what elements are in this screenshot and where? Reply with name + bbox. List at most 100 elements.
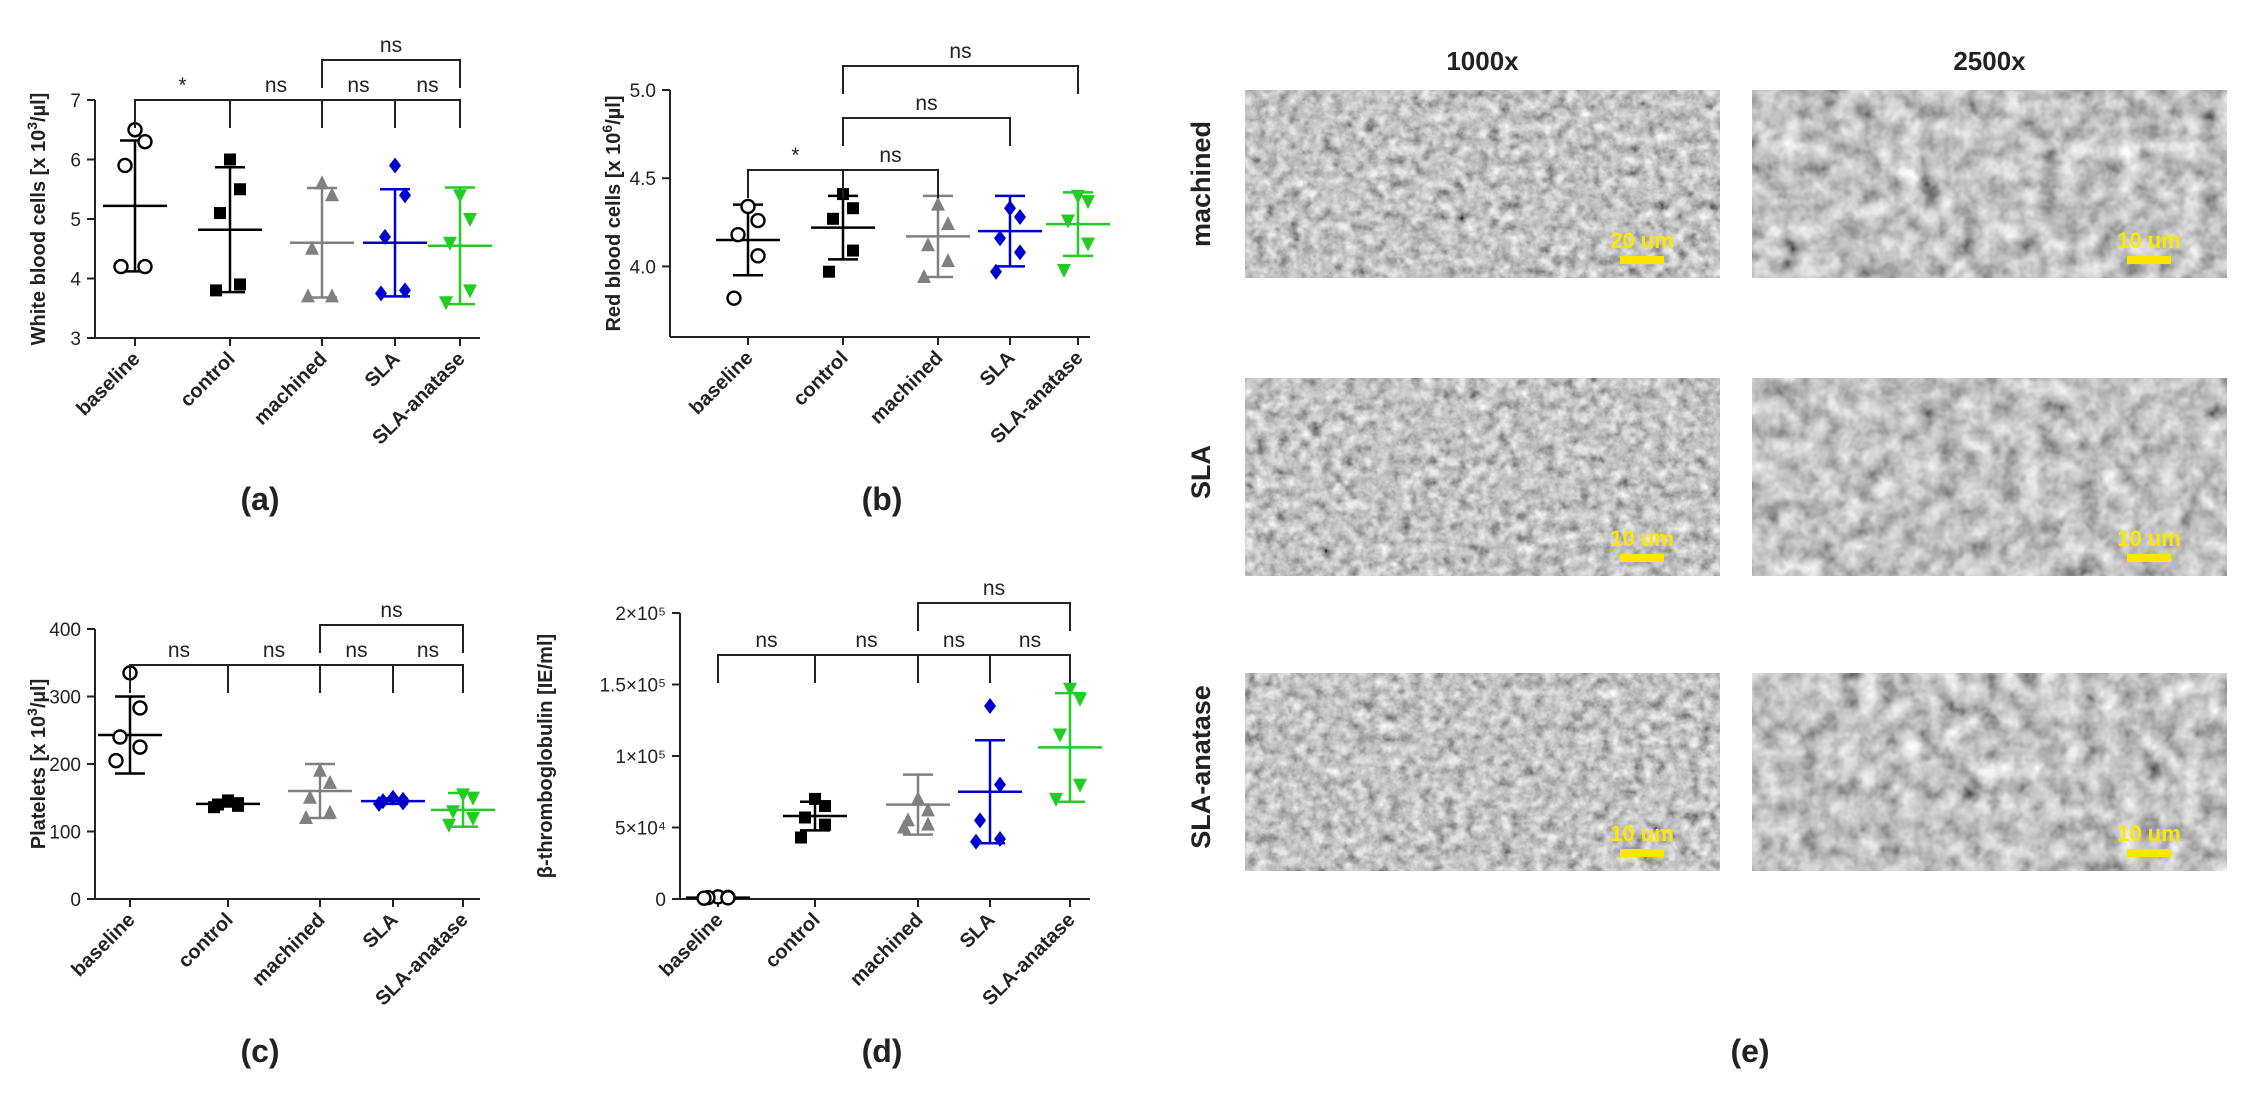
data-point xyxy=(379,228,391,245)
bracket xyxy=(392,664,464,693)
data-point xyxy=(313,762,327,777)
data-point xyxy=(387,789,399,806)
sem-texture xyxy=(1752,673,2227,871)
column-header: 2500x xyxy=(1953,46,2026,76)
data-point xyxy=(921,802,935,817)
sem-texture xyxy=(1245,90,1720,278)
x-tick-label: control xyxy=(176,348,239,411)
scale-bar-label: 20 um xyxy=(1610,228,1674,253)
data-point xyxy=(132,739,148,755)
panel-label: (d) xyxy=(862,1033,903,1069)
data-point xyxy=(222,794,234,807)
x-tick-label: baseline xyxy=(72,348,144,420)
y-tick-label: 100 xyxy=(49,823,81,844)
data-point xyxy=(970,833,982,850)
data-point xyxy=(303,789,317,804)
charts-layer: 3 4 5 6 7 White blood cells [x 103/µl] baselin… xyxy=(24,34,1110,1069)
data-point xyxy=(994,830,1006,847)
y-tick-label: 4.5 xyxy=(630,169,656,190)
data-point xyxy=(397,794,409,811)
data-point xyxy=(1061,214,1075,229)
y-tick-label: 300 xyxy=(49,688,81,709)
data-point xyxy=(466,791,480,806)
series-baseline xyxy=(103,122,167,275)
data-point xyxy=(389,157,401,174)
bracket xyxy=(917,654,991,683)
y-tick-label: 5 xyxy=(70,210,81,231)
data-point xyxy=(974,812,986,829)
y-tick-label: 7 xyxy=(70,91,81,112)
bracket xyxy=(842,117,1011,146)
chart-c: 0 100 200 300 400 Platelets [x 103/µl] baselin… xyxy=(24,599,495,1069)
bracket xyxy=(321,59,461,88)
series-machined xyxy=(906,194,970,284)
data-point xyxy=(210,284,222,297)
data-point xyxy=(375,285,387,302)
scale-bar-label: 10 um xyxy=(2117,821,2181,846)
x-tick-label: machined xyxy=(866,347,948,429)
x-tick-label: control xyxy=(789,347,852,410)
data-point xyxy=(1014,209,1026,226)
sem-image: 10 um xyxy=(1245,673,1720,871)
sem-image: 10 um xyxy=(1752,673,2227,871)
scale-bar-label: 10 um xyxy=(1610,526,1674,551)
series-SLA-anatase xyxy=(428,186,492,311)
x-tick-label: machined xyxy=(846,909,928,991)
significance-label: * xyxy=(178,74,186,97)
significance-label: ns xyxy=(265,74,287,97)
data-point xyxy=(847,202,859,215)
significance-brackets: * ns ns ns xyxy=(747,40,1079,198)
data-point xyxy=(750,212,766,229)
data-point xyxy=(439,296,453,311)
data-point xyxy=(113,258,129,275)
series-control xyxy=(783,792,847,844)
data-point xyxy=(137,258,153,275)
series-baseline xyxy=(98,665,162,775)
data-point xyxy=(1014,244,1026,261)
scale-bar-label: 10 um xyxy=(2117,526,2181,551)
data-point xyxy=(941,253,955,268)
sem-texture xyxy=(1752,378,2227,576)
significance-label: ns xyxy=(879,144,901,167)
data-point xyxy=(795,831,807,844)
scale-bar xyxy=(2127,256,2171,264)
y-tick-label: 3 xyxy=(70,329,81,350)
panel-label: (b) xyxy=(862,481,903,517)
x-tick-label: SLA xyxy=(976,347,1020,391)
data-point xyxy=(984,697,996,714)
significance-label: ns xyxy=(168,639,190,662)
data-point xyxy=(897,819,911,834)
data-point xyxy=(750,248,766,264)
data-point xyxy=(1063,682,1077,697)
data-point xyxy=(466,812,480,826)
data-point xyxy=(234,278,246,291)
bracket xyxy=(319,624,464,653)
sem-texture xyxy=(1245,673,1720,871)
data-point xyxy=(1071,189,1085,204)
significance-label: * xyxy=(791,144,799,167)
significance-label: ns xyxy=(417,639,439,662)
significance-label: ns xyxy=(345,639,367,662)
bracket xyxy=(989,654,1071,683)
sem-image: 20 um xyxy=(1245,90,1720,278)
y-tick-label: 400 xyxy=(49,620,81,641)
bracket xyxy=(842,65,1079,94)
data-point xyxy=(463,213,477,227)
x-tick-label: machined xyxy=(250,348,332,430)
data-point xyxy=(994,230,1006,247)
scale-bar xyxy=(1620,256,1664,264)
y-tick-label: 0 xyxy=(70,890,81,911)
data-point xyxy=(224,153,236,166)
panel-label: (c) xyxy=(240,1033,279,1069)
row-header: machined xyxy=(1186,121,1216,247)
row-header: SLA-anatase xyxy=(1186,685,1216,849)
y-tick-label: 4 xyxy=(70,270,81,291)
data-point xyxy=(112,729,128,745)
series-baseline xyxy=(716,198,780,306)
data-point xyxy=(1073,692,1087,707)
x-tick-label: SLA xyxy=(956,909,1000,953)
